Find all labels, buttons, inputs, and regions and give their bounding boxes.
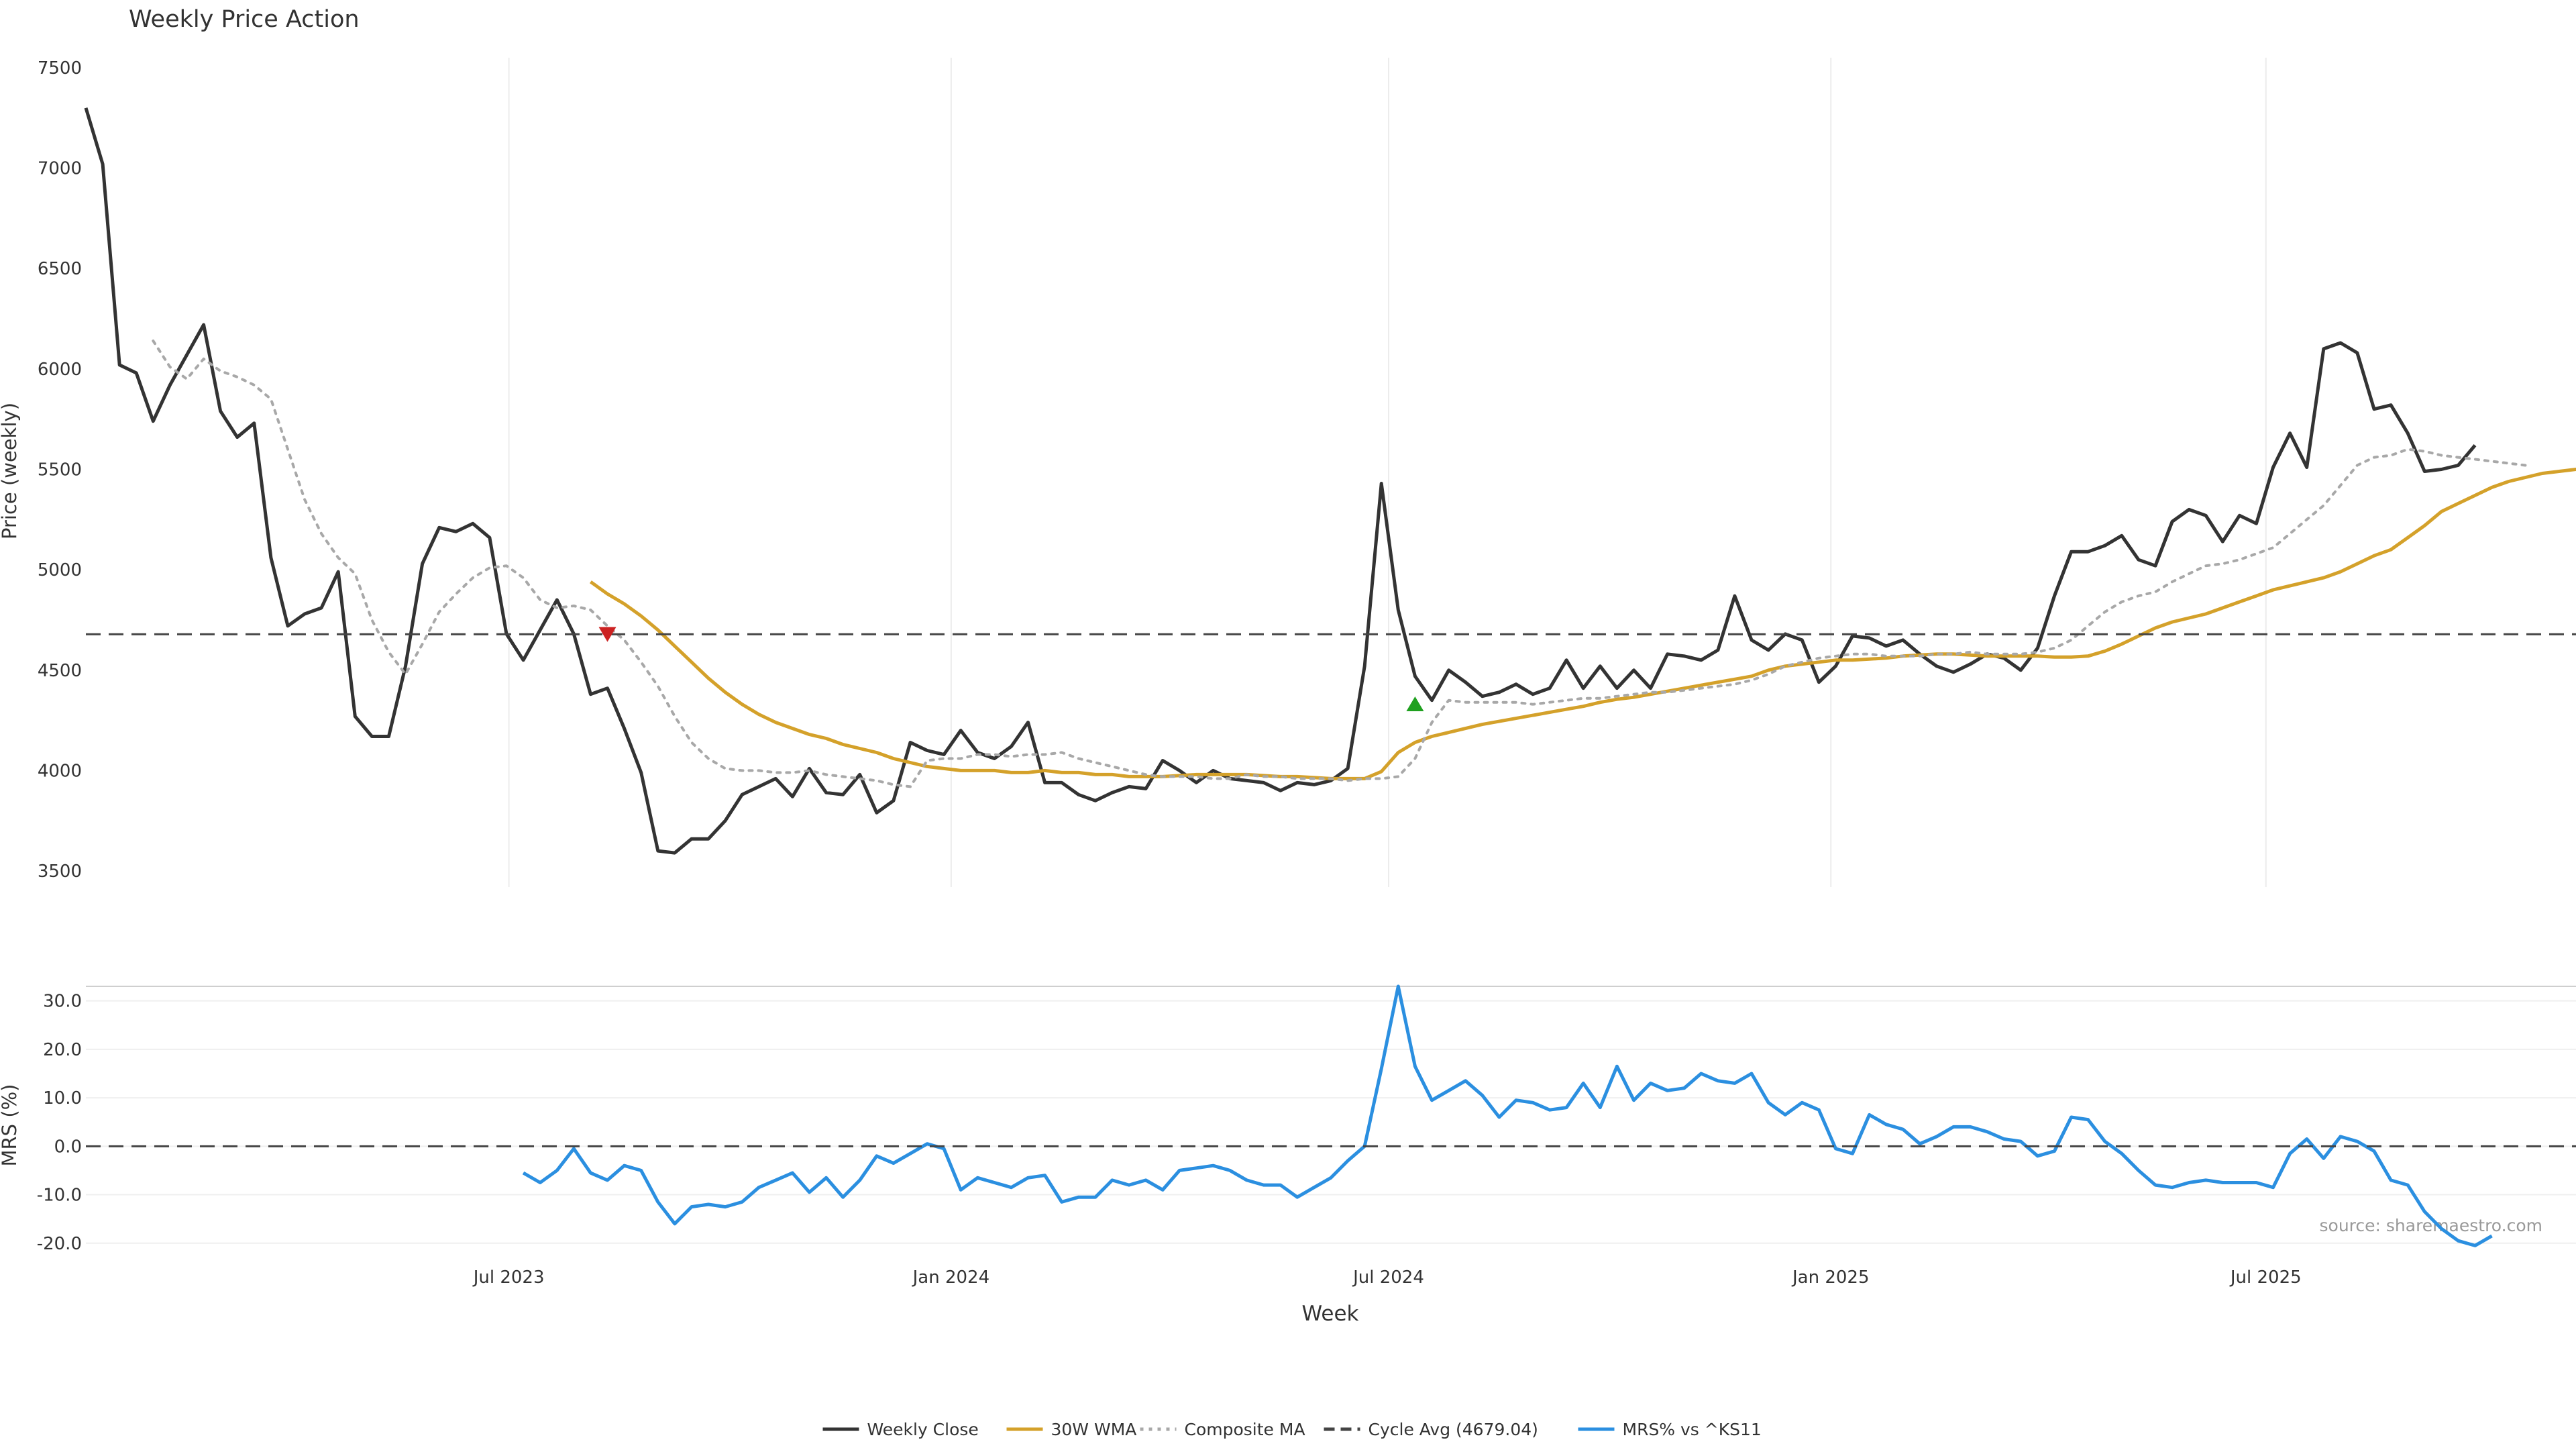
x-axis-label: Week [1302,1302,1359,1326]
chart-title: Weekly Price Action [129,6,360,33]
buy-signal-marker [1406,696,1424,712]
legend-label-weekly-close: Weekly Close [867,1420,979,1439]
mrs-y-tick-label: 10.0 [43,1088,82,1108]
mrs-y-tick-label: 20.0 [43,1040,82,1060]
legend-label-mrs-vs-ks11: MRS% vs ^KS11 [1623,1420,1762,1439]
x-tick-label: Jul 2024 [1352,1267,1424,1288]
mrs-y-tick-label: -20.0 [37,1234,82,1254]
price-y-tick-label: 6000 [38,360,82,380]
price-y-tick-label: 7500 [38,58,82,79]
mrs-y-tick-label: -10.0 [37,1186,82,1206]
price-y-tick-label: 5000 [38,560,82,580]
mrs-y-tick-label: 0.0 [54,1137,82,1157]
price-y-axis-label: Price (weekly) [0,403,21,539]
mrs-y-axis-label: MRS (%) [0,1084,21,1167]
x-tick-label: Jul 2025 [2229,1267,2302,1288]
x-tick-label: Jul 2023 [472,1267,545,1288]
30w-wma-series-line [589,467,2576,780]
price-y-tick-label: 5500 [38,460,82,480]
mrs-vs-ks11-series-line [522,984,2493,1247]
price-y-tick-label: 4500 [38,661,82,681]
sell-signal-marker [598,627,616,642]
legend-label-cycle-avg-4679-04: Cycle Avg (4679.04) [1368,1420,1538,1439]
mrs-y-tick-label: 30.0 [43,992,82,1012]
price-y-tick-label: 3500 [38,862,82,882]
composite-ma-series-line [152,340,2527,788]
price-y-tick-label: 4000 [38,761,82,781]
price-y-tick-label: 6500 [38,259,82,279]
x-tick-label: Jan 2025 [1791,1267,1870,1288]
price-panel: 3500 4000 4500 5000 5500 6000 6500 7000 7500 [38,58,2576,887]
weekly-close-series-line [84,107,2477,855]
legend: Weekly Close 30W WMA Composite MA Cycle Avg… [822,1420,1762,1439]
legend-label-composite-ma: Composite MA [1185,1420,1305,1439]
x-tick-label: Jan 2024 [912,1267,990,1288]
mrs-panel: -20.0 -10.0 0.0 10.0 20.0 30.0 Jul 2023 Jan 202… [37,984,2576,1288]
legend-label-30w-wma: 30W WMA [1051,1420,1137,1439]
price-y-tick-label: 7000 [38,159,82,179]
